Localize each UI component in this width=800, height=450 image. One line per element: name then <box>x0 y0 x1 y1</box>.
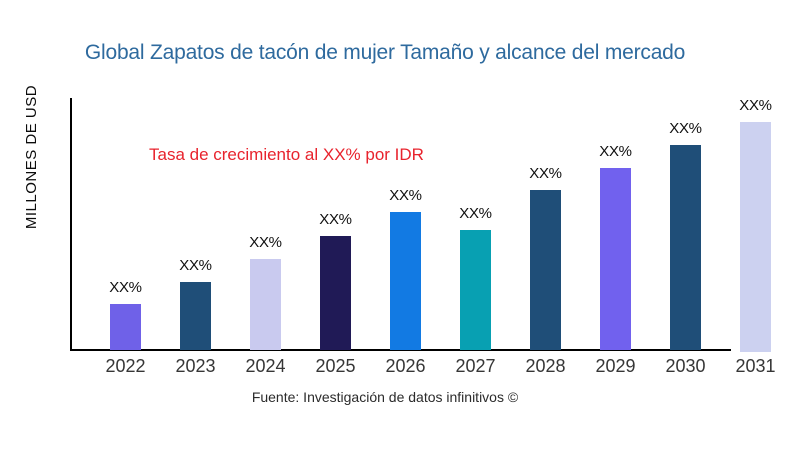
bar-value-label-2024: XX% <box>249 234 282 251</box>
x-tick-2024: 2024 <box>245 356 286 376</box>
bar-2026 <box>390 212 421 350</box>
source-note: Fuente: Investigación de datos infinitiv… <box>251 389 519 405</box>
x-tick-2026: 2026 <box>385 356 426 376</box>
x-tick-2022: 2022 <box>105 356 146 376</box>
bar-value-label-2029: XX% <box>599 143 632 160</box>
y-axis-line <box>70 98 72 351</box>
x-tick-2027: 2027 <box>455 356 496 376</box>
bar-2027 <box>460 230 491 350</box>
x-axis-line <box>70 349 731 351</box>
x-tick-2029: 2029 <box>595 356 636 376</box>
x-tick-2023: 2023 <box>175 356 216 376</box>
bar-2022 <box>110 304 141 350</box>
bar-2028 <box>530 190 561 350</box>
bar-2024 <box>250 259 281 350</box>
bar-value-label-2022: XX% <box>109 279 142 296</box>
x-tick-2025: 2025 <box>315 356 356 376</box>
bar-value-label-2025: XX% <box>319 211 352 228</box>
x-tick-2030: 2030 <box>665 356 706 376</box>
x-tick-2031: 2031 <box>735 356 776 376</box>
bar-value-label-2031: XX% <box>739 97 772 114</box>
bar-2031 <box>740 122 771 352</box>
growth-rate-annotation: Tasa de crecimiento al XX% por IDR <box>149 145 424 164</box>
x-tick-2028: 2028 <box>525 356 566 376</box>
bar-value-label-2026: XX% <box>389 187 422 204</box>
bar-value-label-2027: XX% <box>459 205 492 222</box>
bar-2030 <box>670 145 701 350</box>
bar-2025 <box>320 236 351 350</box>
y-axis-label: MILLONES DE USD <box>23 84 40 230</box>
bar-value-label-2023: XX% <box>179 257 212 274</box>
bar-value-label-2028: XX% <box>529 165 562 182</box>
bar-value-label-2030: XX% <box>669 120 702 137</box>
bar-2029 <box>600 168 631 350</box>
bar-2023 <box>180 282 211 350</box>
chart-title: Global Zapatos de tacón de mujer Tamaño … <box>84 41 686 64</box>
